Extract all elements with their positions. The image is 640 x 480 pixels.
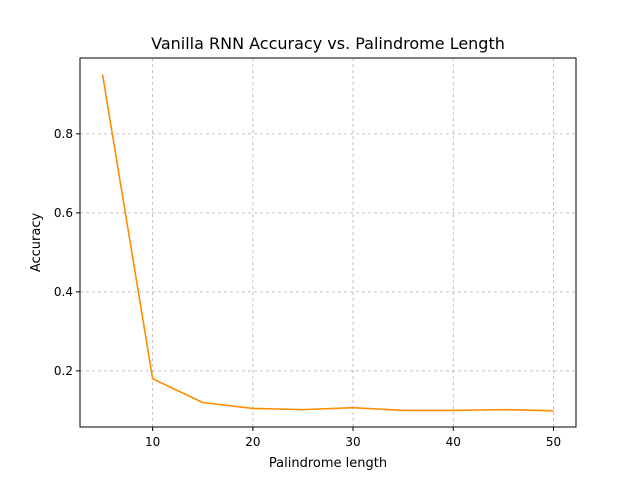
chart-title: Vanilla RNN Accuracy vs. Palindrome Leng… [151,34,505,53]
y-axis: 0.2 0.4 0.6 0.8 [54,127,80,378]
x-axis-label: Palindrome length [269,456,387,471]
grid [80,58,576,427]
plot-frame [79,57,577,428]
x-axis: 10 20 30 40 50 [145,427,561,449]
x-tick-label: 10 [145,435,160,449]
x-tick-label: 40 [446,435,461,449]
y-axis-label: Accuracy [29,213,44,273]
x-tick-label: 20 [245,435,260,449]
x-tick-label: 50 [546,435,561,449]
series-layer [101,74,554,412]
y-tick-label: 0.8 [54,127,73,141]
y-tick-label: 0.6 [54,206,73,220]
y-tick-label: 0.2 [54,364,73,378]
x-tick-label: 30 [345,435,360,449]
series-line [101,74,554,412]
y-tick-label: 0.4 [54,285,73,299]
